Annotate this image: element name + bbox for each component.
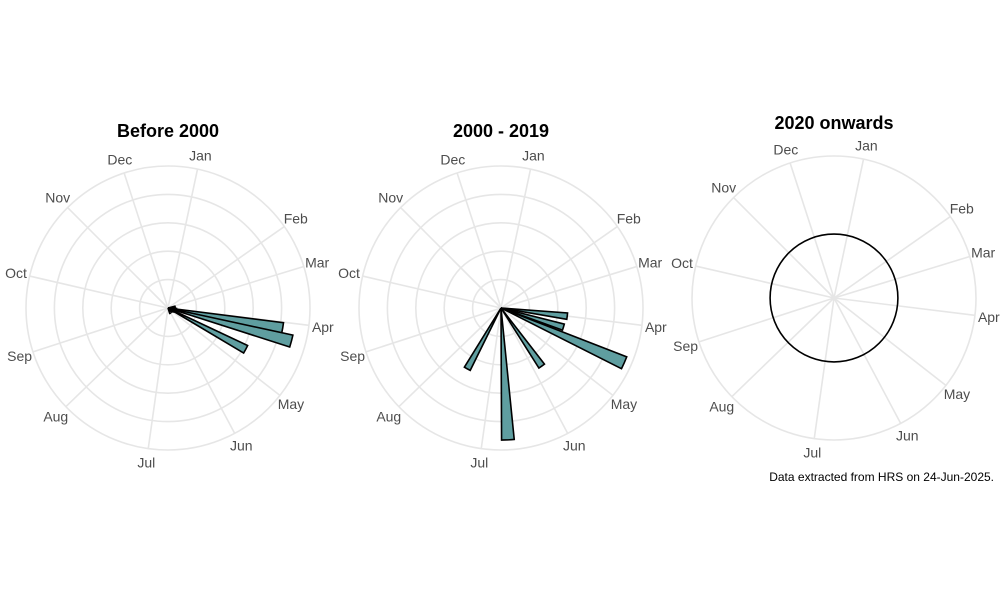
grid-spoke — [833, 297, 902, 424]
month-label-sep: Sep — [340, 348, 365, 364]
month-label-jun: Jun — [230, 438, 253, 454]
month-label-sep: Sep — [7, 348, 32, 364]
grid-spoke — [833, 297, 976, 317]
month-label-jan: Jan — [855, 137, 878, 153]
grid-spoke — [29, 275, 169, 309]
bar-1-4 — [500, 307, 516, 441]
grid-spoke — [789, 162, 835, 299]
grid-spoke — [167, 265, 305, 309]
grid-spoke — [698, 297, 835, 343]
grid-spoke — [695, 265, 835, 299]
month-label-oct: Oct — [671, 255, 693, 271]
bar-0-1 — [167, 307, 294, 348]
grid-spoke — [500, 225, 618, 309]
month-label-jul: Jul — [470, 454, 488, 470]
month-label-feb: Feb — [950, 201, 974, 217]
data-source-caption: Data extracted from HRS on 24-Jun-2025. — [769, 470, 994, 484]
grid-ring — [691, 155, 977, 441]
month-label-dec: Dec — [773, 142, 798, 158]
month-label-may: May — [944, 386, 970, 402]
grid-spoke — [67, 207, 169, 309]
grid-spoke — [733, 197, 835, 299]
month-label-aug: Aug — [43, 408, 68, 424]
month-label-apr: Apr — [978, 309, 1000, 325]
grid-spoke — [400, 207, 502, 309]
month-label-jan: Jan — [189, 147, 212, 163]
month-label-jul: Jul — [803, 444, 821, 460]
grid-spoke — [398, 307, 502, 408]
month-label-sep: Sep — [673, 338, 698, 354]
grid-spoke — [833, 215, 951, 299]
month-label-dec: Dec — [440, 152, 465, 168]
grid-spoke — [480, 307, 502, 449]
month-label-jun: Jun — [563, 438, 586, 454]
grid-spoke — [362, 275, 502, 309]
grid-spoke — [32, 307, 169, 353]
month-label-jul: Jul — [137, 454, 155, 470]
month-label-feb: Feb — [617, 211, 641, 227]
month-label-aug: Aug — [709, 398, 734, 414]
grid-ring — [110, 250, 226, 366]
grid-spoke — [167, 225, 285, 309]
month-label-nov: Nov — [45, 190, 70, 206]
month-label-nov: Nov — [378, 190, 403, 206]
panel-2020-onwards: Jan Feb Mar Apr May Jun Jul Aug Sep Oct Nov Dec — [671, 137, 1000, 460]
grid-spoke — [147, 307, 169, 449]
grid-spoke — [500, 307, 614, 397]
grid-ring — [82, 222, 254, 394]
grid-spoke — [167, 307, 236, 434]
grid-spoke — [65, 307, 169, 408]
month-label-may: May — [278, 396, 304, 412]
grid-spoke — [813, 297, 835, 439]
month-label-jun: Jun — [896, 428, 919, 444]
grid-spoke — [500, 307, 569, 434]
grid-spoke — [833, 297, 947, 387]
month-label-may: May — [611, 396, 637, 412]
bar-1-0 — [500, 307, 569, 321]
month-label-apr: Apr — [645, 319, 667, 335]
grid-ring — [53, 193, 283, 423]
grid-spoke — [833, 255, 971, 299]
grid-spoke — [500, 265, 638, 309]
bar-0-2 — [167, 307, 249, 355]
month-label-dec: Dec — [107, 152, 132, 168]
grid-ring — [138, 278, 198, 338]
bar-0-9 — [167, 307, 172, 315]
panel-title-before-2000: Before 2000 — [116, 121, 220, 141]
month-label-feb: Feb — [284, 211, 308, 227]
grid-spoke — [456, 172, 502, 309]
grid-spoke — [167, 168, 199, 309]
grid-spoke — [123, 172, 169, 309]
month-label-mar: Mar — [305, 254, 329, 270]
panel-title-2000-2019: 2000 - 2019 — [452, 121, 550, 141]
month-label-oct: Oct — [5, 265, 27, 281]
month-label-apr: Apr — [312, 319, 334, 335]
panel-before-2000: Jan Feb Mar Apr May Jun Jul Aug Sep Oct Nov Dec — [5, 147, 334, 470]
month-label-mar: Mar — [971, 244, 995, 260]
grid-spoke — [365, 307, 502, 353]
month-label-nov: Nov — [711, 180, 736, 196]
panel-2000-2019: Jan Feb Mar Apr May Jun Jul Aug Sep Oct Nov Dec — [338, 147, 667, 470]
grid-spoke — [167, 307, 281, 397]
grid-spoke — [833, 158, 865, 299]
month-label-mar: Mar — [638, 254, 662, 270]
value-circle — [769, 233, 899, 363]
month-label-jan: Jan — [522, 147, 545, 163]
bar-1-5 — [463, 307, 502, 372]
panel-title-2020-onwards: 2020 onwards — [774, 113, 894, 133]
month-label-aug: Aug — [376, 408, 401, 424]
grid-ring — [25, 165, 311, 451]
month-label-oct: Oct — [338, 265, 360, 281]
bar-1-2 — [500, 307, 628, 370]
grid-ring — [358, 165, 644, 451]
bar-1-3 — [500, 307, 546, 370]
grid-spoke — [500, 168, 532, 309]
grid-spoke — [731, 297, 835, 398]
